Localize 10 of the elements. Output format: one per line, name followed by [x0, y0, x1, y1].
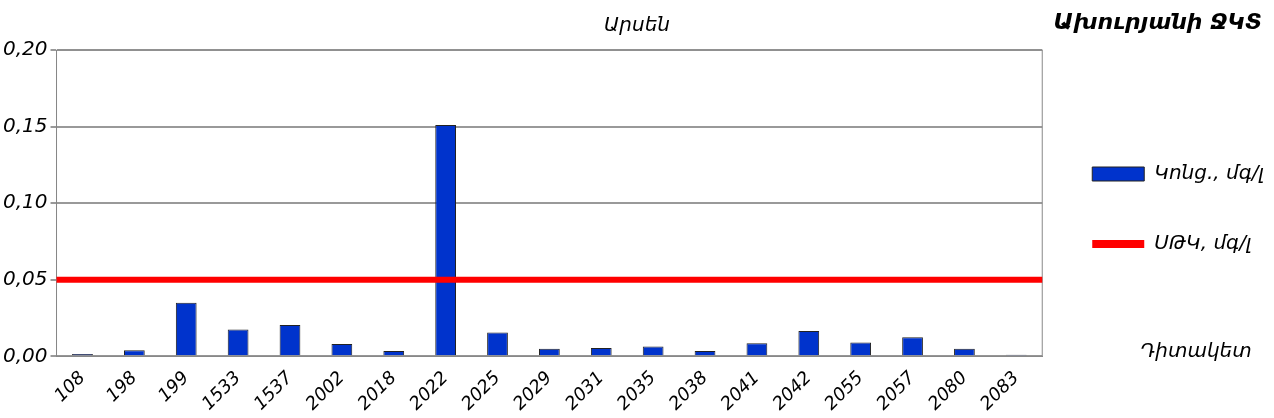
- x-axis-title: Դիտակետ: [1140, 338, 1252, 363]
- y-tick-label: 0,15: [3, 112, 48, 137]
- legend-label: Կոնց., մգ/լ: [1154, 160, 1265, 185]
- y-tick-label: 0,10: [3, 189, 48, 214]
- chart-title: Արսեն: [603, 12, 671, 37]
- text: Ախուրյանի ՋԿՏ: [1053, 8, 1262, 34]
- y-tick-label: 0,20: [3, 36, 48, 61]
- y-tick-label: 0,05: [3, 265, 48, 290]
- legend-label: ՍԹԿ, մգ/լ: [1154, 230, 1252, 255]
- y-tick-label: 0,00: [3, 342, 48, 367]
